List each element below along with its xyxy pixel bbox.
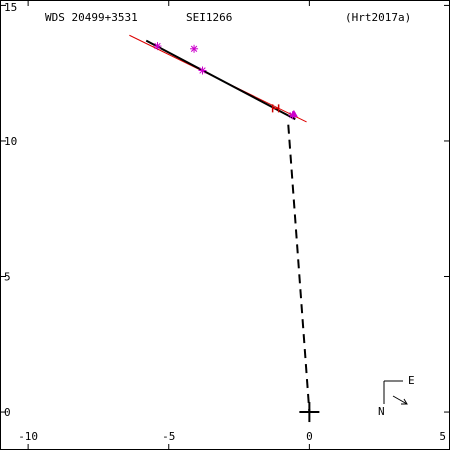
orbit-series: [129, 34, 320, 423]
x-tick-label: 5: [439, 430, 446, 443]
disc-label: SEI1266: [186, 11, 232, 24]
y-tick-label: 15: [4, 1, 17, 14]
black-orbit-line: [145, 39, 296, 121]
y-tick-label: 10: [4, 135, 17, 148]
compass-north-label: N: [378, 405, 385, 418]
y-tick-label: 0: [4, 406, 11, 419]
y-tick-label: 5: [4, 271, 11, 284]
x-tick-label: -5: [162, 430, 175, 443]
observation-asterisk: [154, 42, 161, 50]
motion-arrow: [392, 395, 408, 405]
observation-asterisk: [190, 45, 198, 52]
x-tick-label: 0: [306, 430, 313, 443]
compass-east-label: E: [408, 374, 415, 387]
dashed-residual-line: [287, 124, 311, 413]
compass: E N: [378, 374, 415, 418]
observation-asterisk: [289, 112, 296, 119]
reference-label: (Hrt2017a): [345, 11, 411, 24]
wds-label: WDS 20499+3531: [45, 11, 138, 24]
tick-labels: -10 -5 0 5 0 5 10 15: [4, 1, 446, 443]
motion-arrowhead: [401, 398, 408, 405]
observation-tick: [271, 104, 280, 113]
observation-asterisk: [199, 67, 206, 74]
x-tick-label: -10: [18, 430, 38, 443]
